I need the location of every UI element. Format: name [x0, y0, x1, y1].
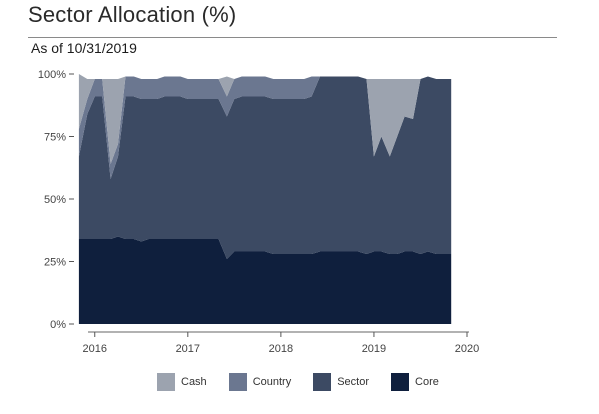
y-axis: 0% 25% 50% 75% 100%	[38, 69, 74, 331]
legend-item-cash: Cash	[157, 373, 207, 391]
x-tick-label: 2018	[269, 343, 293, 355]
y-tick-label: 100%	[38, 69, 66, 81]
area-sector	[78, 76, 452, 259]
legend-label-sector: Sector	[337, 376, 370, 388]
x-tick-label: 2019	[362, 343, 386, 355]
chart-title: Sector Allocation (%)	[28, 2, 237, 27]
legend-item-core: Core	[391, 373, 439, 391]
area-cash	[78, 74, 452, 164]
x-tick-label: 2020	[455, 343, 479, 355]
legend-swatch-cash	[157, 373, 175, 391]
chart-subtitle: As of 10/31/2019	[31, 40, 137, 56]
x-axis: 2016 2017 2018 2019 2020	[83, 331, 479, 355]
y-tick-label: 75%	[44, 132, 66, 144]
plot-areas	[78, 74, 452, 324]
legend-label-country: Country	[252, 376, 292, 388]
legend-item-sector: Sector	[313, 373, 369, 391]
y-tick-label: 50%	[44, 194, 66, 206]
legend-item-country: Country	[228, 373, 292, 391]
x-tick-label: 2017	[176, 343, 200, 355]
legend-swatch-sector	[313, 373, 332, 391]
y-tick-label: 0%	[50, 319, 66, 331]
x-tick-label: 2016	[83, 343, 107, 355]
y-tick-label: 25%	[44, 257, 66, 269]
chart-legend: Cash Country Sector Core	[157, 372, 439, 392]
legend-label-core: Core	[415, 376, 439, 388]
area-core	[78, 236, 452, 324]
legend-label-cash: Cash	[181, 376, 207, 388]
title-divider	[28, 37, 557, 38]
legend-swatch-country	[228, 373, 247, 391]
legend-swatch-core	[391, 373, 410, 391]
